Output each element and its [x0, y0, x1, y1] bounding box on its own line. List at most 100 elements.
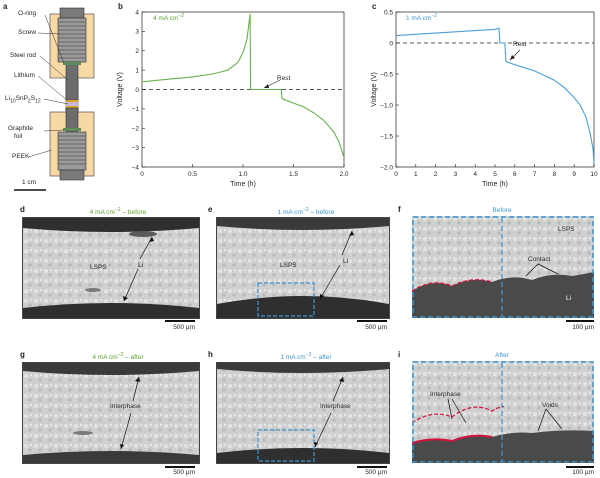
- title-e: 1 mA cm−2 – before: [277, 207, 335, 217]
- lithium-bottom: [66, 106, 78, 108]
- scale-text-e: 500 µm: [365, 324, 387, 331]
- chart-c: 0 1 2 3 4 5 6 7 8 9 10 −2.0 −1.5 −1.0 −0.5 0 0.5 Time (h)…: [371, 9, 598, 188]
- o-ring-top: [63, 62, 81, 65]
- x-tick-label: 3: [454, 171, 458, 178]
- label-g-interphase: Interphase: [110, 403, 141, 410]
- y-tick-label: −1.0: [380, 102, 393, 109]
- y-tick-label: 3: [135, 29, 139, 36]
- cell-schematic: [14, 7, 95, 191]
- x-axis-label: Time (h): [482, 181, 508, 188]
- x-tick-label: 0: [394, 171, 398, 178]
- y-tick-label: 2: [135, 48, 139, 55]
- label-foil: foil: [14, 133, 23, 140]
- o-ring-bottom: [63, 128, 81, 131]
- y-tick-label: 1: [135, 67, 139, 74]
- label-f-contact: Contact: [528, 256, 551, 263]
- lithium-top: [66, 100, 78, 102]
- screw-head-bottom: [59, 169, 85, 181]
- arrows-d: [123, 236, 154, 302]
- chart-c-current: 1 mA cm−2: [406, 13, 437, 23]
- scale-text-f: 100 µm: [572, 324, 594, 331]
- y-tick-label: −4: [132, 164, 140, 171]
- panel-letter-g: g: [20, 350, 25, 359]
- scale-bar-f: [566, 320, 594, 322]
- steel-rod-top: [65, 61, 79, 101]
- scale-text-h: 500 µm: [365, 469, 387, 476]
- label-electrolyte: Li10SnP2S12: [5, 95, 41, 105]
- rest-arrowhead-b: [264, 84, 269, 88]
- chart-c-rest-label: Rest: [513, 41, 527, 48]
- micrograph-d: [22, 217, 200, 319]
- scale-text-d: 500 µm: [173, 324, 195, 331]
- label-peek: PEEK: [12, 153, 30, 160]
- label-graphite: Graphite: [8, 125, 33, 132]
- x-tick-label: 0.5: [188, 171, 197, 178]
- scale-text-a: 1 cm: [22, 179, 37, 186]
- micrograph-e: [216, 217, 390, 319]
- panel-letter-c: c: [372, 2, 377, 11]
- panel-letter-i: i: [398, 350, 401, 359]
- y-tick-label: 4: [135, 9, 139, 16]
- title-h: 1 mA cm−2 – after: [280, 352, 332, 362]
- title-f: Before: [492, 207, 512, 214]
- y-tick-label: 0: [135, 87, 139, 94]
- x-tick-label: 2.0: [339, 171, 348, 178]
- chart-b-rest-label: Rest: [277, 75, 291, 82]
- label-h-interphase: Interphase: [320, 403, 351, 410]
- voltage-series-line: [141, 13, 345, 158]
- x-tick-label: 1.0: [238, 171, 247, 178]
- micrograph-f: [412, 216, 594, 318]
- micrograph-g: [22, 362, 200, 464]
- y-axis-label: Voltage (V): [117, 72, 124, 107]
- y-tick-label: −2.0: [380, 164, 393, 171]
- y-tick-label: −1: [132, 106, 140, 113]
- title-i: After: [495, 352, 509, 359]
- x-tick-label: 1: [414, 171, 418, 178]
- label-o-ring: O-ring: [18, 10, 37, 17]
- x-tick-label: 2: [434, 171, 438, 178]
- screw-thread-top: [57, 17, 87, 63]
- title-d: 4 mA cm−2 – before: [89, 207, 147, 217]
- y-tick-label: −1.5: [380, 133, 393, 140]
- y-tick-label: −2: [132, 126, 140, 133]
- plot-frame: [395, 11, 595, 168]
- scale-bar-d: [165, 320, 195, 322]
- label-f-lsps: LSPS: [558, 226, 575, 233]
- label-lithium: Lithium: [14, 72, 35, 79]
- y-tick-label: 0.5: [384, 9, 393, 16]
- voltage-series-line: [395, 27, 595, 164]
- x-tick-label: 1.5: [289, 171, 298, 178]
- chart-b: 0 0.5 1.0 1.5 2.0 −4 −3 −2 −1 0 1 2 3 4 Time (h) Voltag…: [117, 9, 349, 188]
- x-tick-label: 10: [590, 171, 598, 178]
- x-tick-label: 6: [513, 171, 517, 178]
- scale-bar-h: [357, 466, 387, 468]
- scale-text-g: 500 µm: [173, 469, 195, 476]
- panel-letter-d: d: [20, 205, 25, 214]
- scale-bar-i: [566, 466, 594, 468]
- panel-letter-e: e: [208, 205, 213, 214]
- scale-bar-e: [357, 320, 387, 322]
- label-i-voids: Voids: [542, 402, 558, 409]
- x-tick-label: 9: [572, 171, 576, 178]
- y-tick-label: −0.5: [380, 71, 393, 78]
- micrograph-i: [412, 361, 594, 463]
- title-g: 4 mA cm−2 – after: [92, 352, 144, 362]
- screw-thread-bottom: [57, 131, 87, 171]
- panel-letter-a: a: [3, 2, 8, 11]
- y-axis-label: Voltage (V): [371, 72, 378, 107]
- label-e-lsps: LSPS: [280, 262, 297, 269]
- micrograph-h: [216, 362, 390, 464]
- panel-letter-b: b: [118, 2, 123, 11]
- scale-bar-g: [165, 466, 195, 468]
- chart-b-current: 4 mA cm−2: [153, 13, 184, 23]
- rest-arrowhead-c: [510, 55, 515, 60]
- label-d-lsps: LSPS: [90, 264, 107, 271]
- label-e-li: Li: [343, 258, 349, 265]
- label-steel-rod: Steel rod: [10, 52, 37, 59]
- x-tick-label: 5: [493, 171, 497, 178]
- x-tick-label: 0: [140, 171, 144, 178]
- panel-letter-f: f: [398, 205, 401, 214]
- electrolyte-pellet: [66, 102, 78, 106]
- label-d-li: Li: [138, 262, 144, 269]
- x-axis-label: Time (h): [230, 181, 256, 188]
